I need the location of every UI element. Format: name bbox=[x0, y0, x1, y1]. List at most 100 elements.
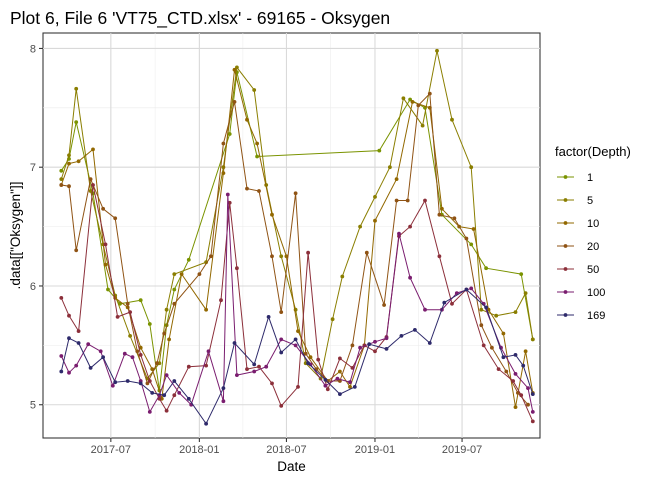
data-point bbox=[523, 291, 528, 295]
data-point bbox=[469, 286, 474, 291]
legend-key-point bbox=[563, 198, 568, 202]
data-point bbox=[513, 372, 518, 376]
data-point bbox=[408, 224, 412, 229]
data-point bbox=[323, 377, 328, 382]
data-point bbox=[197, 272, 202, 276]
data-point bbox=[115, 315, 120, 319]
data-point bbox=[59, 177, 64, 182]
data-point bbox=[179, 272, 184, 276]
data-point bbox=[440, 206, 444, 211]
data-point bbox=[408, 97, 412, 102]
data-point bbox=[279, 254, 284, 259]
data-point bbox=[490, 345, 494, 350]
legend-key-point bbox=[563, 290, 568, 294]
data-point bbox=[122, 351, 127, 356]
data-point bbox=[394, 177, 399, 182]
data-point bbox=[76, 329, 81, 333]
data-point bbox=[91, 147, 95, 152]
data-point bbox=[219, 298, 223, 303]
data-point bbox=[67, 153, 71, 158]
legend-label: 10 bbox=[587, 218, 599, 230]
legend-key-point bbox=[563, 313, 568, 317]
legend-item-169: 169 bbox=[557, 310, 605, 322]
legend-label: 1 bbox=[587, 172, 593, 184]
data-point bbox=[88, 366, 93, 370]
data-point bbox=[481, 343, 486, 348]
data-point bbox=[257, 189, 261, 193]
data-point bbox=[204, 363, 209, 368]
y-axis: 5 6 7 8 bbox=[30, 43, 43, 412]
data-point bbox=[103, 262, 108, 267]
data-point bbox=[484, 266, 488, 271]
data-point bbox=[67, 313, 71, 318]
data-point bbox=[437, 254, 442, 259]
data-point bbox=[293, 343, 298, 348]
data-point bbox=[232, 341, 237, 345]
legend: factor(Depth) 1 5 10 20 50 100 169 bbox=[555, 144, 631, 322]
series-50 bbox=[59, 183, 535, 424]
data-point bbox=[147, 410, 152, 414]
data-point bbox=[413, 328, 417, 332]
data-point bbox=[76, 341, 81, 345]
data-point bbox=[235, 65, 239, 70]
data-point bbox=[306, 361, 310, 366]
data-point bbox=[293, 191, 298, 196]
x-tick-label: 2018-01 bbox=[179, 444, 219, 456]
data-point bbox=[186, 396, 191, 401]
data-point bbox=[450, 301, 454, 306]
data-point bbox=[279, 337, 284, 342]
legend-key-point bbox=[563, 175, 568, 179]
data-point bbox=[172, 379, 177, 383]
data-point bbox=[113, 380, 118, 385]
data-point bbox=[225, 192, 230, 197]
data-point bbox=[255, 154, 259, 159]
data-point bbox=[67, 184, 71, 189]
data-point bbox=[138, 298, 143, 303]
x-tick-label: 2019-01 bbox=[355, 444, 395, 456]
data-point bbox=[74, 248, 79, 253]
data-point bbox=[221, 386, 226, 390]
data-point bbox=[513, 405, 518, 409]
data-point bbox=[91, 183, 95, 187]
y-tick-label: 5 bbox=[30, 400, 36, 412]
data-point bbox=[335, 376, 340, 381]
data-point bbox=[279, 404, 284, 408]
data-point bbox=[221, 141, 226, 146]
data-point bbox=[252, 88, 257, 92]
data-point bbox=[164, 373, 169, 377]
data-point bbox=[128, 310, 133, 314]
data-point bbox=[394, 198, 399, 203]
data-point bbox=[101, 206, 105, 211]
data-point bbox=[338, 369, 342, 374]
data-point bbox=[484, 305, 488, 310]
data-point bbox=[270, 254, 274, 259]
data-point bbox=[464, 236, 469, 241]
x-axis-title: Date bbox=[277, 459, 306, 474]
data-point bbox=[59, 369, 64, 374]
data-point bbox=[101, 355, 105, 360]
data-point bbox=[427, 91, 432, 96]
data-point bbox=[423, 307, 427, 312]
data-point bbox=[316, 357, 321, 362]
data-point bbox=[162, 331, 167, 336]
data-point bbox=[513, 310, 518, 314]
data-point bbox=[526, 386, 530, 390]
data-point bbox=[338, 392, 342, 396]
legend-item-10: 10 bbox=[557, 218, 599, 230]
legend-label: 169 bbox=[587, 310, 605, 322]
data-point bbox=[479, 307, 484, 312]
data-point bbox=[382, 303, 386, 307]
data-point bbox=[405, 198, 410, 203]
data-point bbox=[206, 349, 211, 354]
y-tick-label: 8 bbox=[30, 43, 36, 55]
data-point bbox=[348, 380, 352, 385]
data-point bbox=[504, 369, 509, 374]
data-point bbox=[293, 337, 298, 342]
data-point bbox=[270, 381, 274, 386]
legend-key-point bbox=[563, 267, 568, 271]
data-point bbox=[435, 48, 439, 53]
data-point bbox=[232, 67, 237, 72]
data-point bbox=[501, 331, 506, 336]
data-point bbox=[59, 296, 64, 300]
data-point bbox=[367, 342, 372, 347]
